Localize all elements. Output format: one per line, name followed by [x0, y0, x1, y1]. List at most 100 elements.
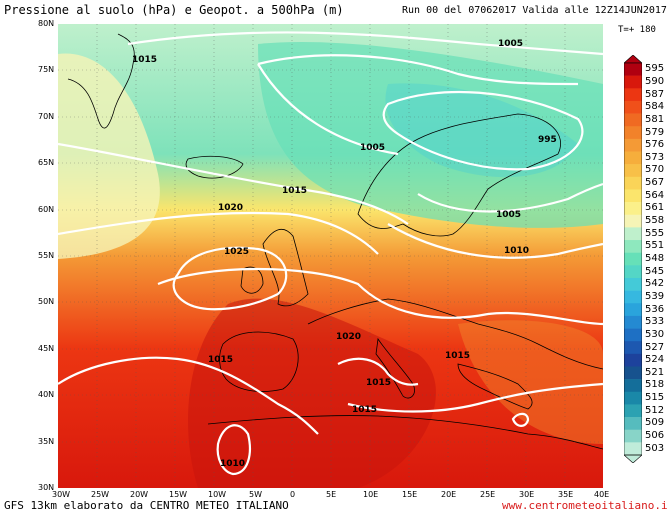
scale-label-518: 518 [645, 379, 665, 391]
lat-label-65n: 65N [38, 158, 55, 167]
lon-label-25e: 25E [480, 490, 496, 499]
scale-swatch-527 [624, 341, 642, 355]
scale-swatch-506 [624, 429, 642, 443]
coast-africa [207, 415, 603, 450]
isobar-1005-east [417, 182, 603, 213]
scale-label-548: 548 [645, 253, 665, 264]
scale-label-515: 515 [645, 392, 665, 404]
scale-label-587: 587 [645, 88, 665, 100]
scale-swatch-570 [624, 164, 642, 178]
lat-label-60n: 60N [38, 205, 55, 214]
scale-label-564: 564 [645, 189, 665, 201]
coast-ireland [240, 266, 264, 294]
timestep-label: T=+ 180 [618, 25, 656, 35]
scale-swatch-581 [624, 113, 642, 127]
lon-label-5w: 5W [249, 490, 262, 499]
run-info: Run 00 del 07062017 Valida alle 12Z14JUN… [402, 5, 667, 16]
lon-label-40e: 40E [594, 490, 610, 499]
scale-label-521: 521 [645, 366, 665, 378]
isobar-1010 [387, 223, 603, 259]
scale-swatch-518 [624, 379, 642, 393]
chart-title: Pressione al suolo (hPa) e Geopot. a 500… [4, 3, 344, 17]
scale-label-558: 558 [645, 215, 665, 227]
isobar-label-7: 1010 [504, 246, 529, 256]
scale-swatch-521 [624, 366, 642, 380]
lat-label-55n: 55N [38, 251, 55, 260]
isobar-label-2: 995 [538, 135, 557, 145]
coast-greece-turkey [457, 363, 533, 410]
greenland-warm-zone [58, 53, 160, 259]
isobar-1020 [58, 211, 379, 255]
isobar-label-8: 1025 [224, 247, 249, 257]
isobar-1015-north [58, 142, 409, 225]
scale-label-579: 579 [645, 126, 665, 138]
lon-label-30w: 30W [52, 490, 71, 499]
scale-swatch-509 [624, 417, 642, 431]
scale-label-506: 506 [645, 430, 665, 442]
scale-swatch-536 [624, 303, 642, 317]
isobar-label-12: 1015 [366, 378, 391, 388]
scale-swatch-551 [624, 240, 642, 253]
isobar-1005-scandinavia [257, 54, 579, 156]
scale-label-539: 539 [645, 290, 665, 302]
lon-label-25w: 25W [91, 490, 110, 499]
coast-greenland [67, 33, 135, 129]
scale-swatch-530 [624, 328, 642, 342]
scale-swatch-573 [624, 151, 642, 165]
scale-label-551: 551 [645, 240, 665, 252]
isobar-1005-north [127, 31, 603, 56]
scale-label-573: 573 [645, 151, 665, 163]
scale-swatch-564 [624, 189, 642, 203]
coastlines [67, 33, 603, 450]
lat-label-70n: 70N [38, 112, 55, 121]
scale-swatch-579 [624, 126, 642, 140]
scale-label-595: 595 [645, 63, 665, 75]
footer-credit: GFS 13km elaborato da CENTRO METEO ITALI… [4, 499, 289, 512]
scale-label-542: 542 [645, 278, 665, 290]
scale-label-570: 570 [645, 164, 665, 176]
color-scale-bar [624, 55, 642, 463]
isobar-995 [382, 90, 584, 171]
scale-swatch-561 [624, 202, 642, 216]
lat-label-35n: 35N [38, 437, 55, 446]
isobar-label-6: 1005 [496, 210, 521, 220]
isobar-1015-atlantic [58, 356, 319, 435]
scale-swatch-590 [624, 75, 642, 89]
scale-swatch-555 [624, 227, 642, 241]
scale-label-530: 530 [645, 328, 665, 340]
lon-label-15w: 15W [169, 490, 188, 499]
scale-swatch-567 [624, 176, 642, 190]
scale-label-561: 561 [645, 202, 665, 214]
coast-italy [375, 337, 415, 399]
scale-label-584: 584 [645, 101, 665, 113]
coast-scandinavia [357, 113, 561, 237]
lat-label-30n: 30N [38, 483, 55, 492]
lat-label-75n: 75N [38, 65, 55, 74]
isobars [58, 31, 603, 476]
isobar-label-13: 1015 [352, 405, 377, 415]
lon-label-30e: 30E [519, 490, 535, 499]
scale-label-536: 536 [645, 303, 665, 315]
scale-arrow-top [624, 55, 642, 64]
isobar-1010-small [511, 412, 530, 427]
lon-label-35e: 35E [558, 490, 574, 499]
graticule [58, 24, 603, 488]
scale-label-590: 590 [645, 75, 665, 87]
lon-label-20e: 20E [441, 490, 457, 499]
isobar-label-1: 1015 [132, 55, 157, 65]
isobar-1010-africa [216, 424, 251, 476]
footer-website-link[interactable]: www.centrometeoitaliano.it [502, 499, 668, 512]
scale-swatch-542 [624, 277, 642, 291]
isobar-label-11: 1015 [445, 351, 470, 361]
lon-label-0: 0 [290, 490, 296, 499]
scale-label-581: 581 [645, 113, 665, 125]
lon-label-15e: 15E [402, 490, 418, 499]
isobar-label-14: 1010 [220, 459, 245, 469]
scale-swatch-595 [624, 63, 642, 76]
isobar-1015-italy [337, 357, 419, 386]
lon-label-10w: 10W [208, 490, 227, 499]
lon-label-10e: 10E [363, 490, 379, 499]
scale-label-527: 527 [645, 341, 665, 353]
isobar-1025 [172, 246, 288, 311]
scale-label-503: 503 [645, 442, 665, 454]
